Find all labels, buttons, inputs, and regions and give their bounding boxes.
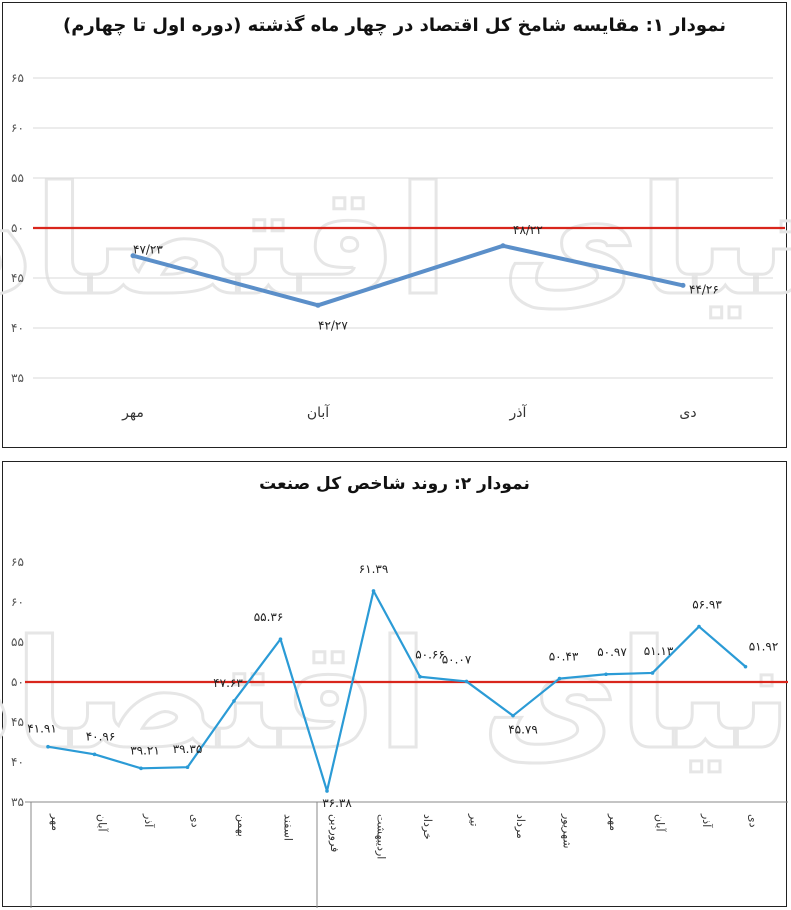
data-point: [139, 766, 143, 771]
y-tick-label: ۵۵: [11, 171, 24, 185]
x-category-label: اردیبهشت: [375, 814, 388, 859]
data-label: ۶۱.۳۹: [359, 562, 389, 576]
x-category-label: آبان: [96, 814, 110, 832]
data-point: [278, 637, 283, 641]
watermark-text: دنیای اقتصاد: [0, 155, 791, 329]
x-category-label: شهریور: [561, 813, 574, 848]
data-label: ۴۱.۹۱: [27, 722, 57, 736]
data-point: [743, 664, 748, 669]
data-label: ۵۱.۱۳: [644, 644, 674, 658]
data-label: ۵۰.۹۷: [597, 645, 627, 659]
x-category-label: مهر: [121, 405, 144, 421]
data-point: [697, 624, 701, 629]
data-label: ۵۱.۹۲: [749, 640, 779, 654]
x-category-label: بهمن: [235, 814, 248, 837]
y-tick-label: ۶۵: [11, 71, 24, 85]
data-point: [557, 676, 562, 681]
data-point: [46, 744, 50, 749]
x-category-label: آبان: [654, 814, 668, 832]
x-category-label: آبان: [307, 404, 330, 421]
data-label: ۵۰.۶۶: [415, 648, 445, 662]
data-point: [92, 752, 97, 757]
y-tick-label: ۴۵: [11, 715, 24, 729]
y-tick-label: ۵۰: [11, 221, 24, 235]
data-label: ۴۰.۹۶: [86, 729, 116, 743]
data-point: [464, 679, 469, 684]
chart-2-svg: دنیای اقتصاد ۳۵ ۴۰ ۴۵ ۵۰ ۵۵ ۶۰ ۶۵ ۴۱.۹۱ ۴۰.۹۶ ۳۹.۲…: [0, 555, 791, 908]
y-tick-label: ۵۰: [11, 675, 24, 689]
y-tick-label: ۳۵: [11, 371, 24, 385]
x-category-label: اسفند: [282, 814, 295, 841]
data-point: [500, 243, 506, 249]
data-label: ۴۷/۲۳: [133, 243, 163, 257]
chart-2-title: نمودار ۲: روند شاخص کل صنعت: [259, 474, 530, 494]
y-tick-label: ۴۵: [11, 271, 24, 285]
x-category-label: فروردین: [328, 814, 341, 852]
chart-2-panel: نمودار ۲: روند شاخص کل صنعت دنیای اقتصاد…: [0, 461, 791, 908]
data-point: [650, 671, 655, 675]
watermark-text: دنیای اقتصاد: [0, 609, 791, 783]
x-category-label: مهر: [607, 813, 620, 831]
data-label: ۴۵.۷۹: [508, 723, 538, 737]
x-category-label: آذر: [142, 813, 156, 828]
x-category-label: مرداد: [514, 814, 527, 839]
data-point: [680, 282, 686, 288]
data-label: ۵۶.۹۳: [692, 598, 722, 612]
data-point: [418, 674, 422, 679]
x-category-label: دی: [747, 814, 760, 828]
x-category-label: آذر: [509, 404, 528, 421]
data-point: [130, 253, 136, 259]
data-label: ۳۶.۳۸: [322, 796, 352, 810]
chart-1-panel: نمودار ۱: مقایسه شامخ کل اقتصاد در چهار …: [0, 2, 791, 448]
data-label: ۳۹.۳۵: [173, 742, 203, 756]
y-tick-label: ۵۵: [11, 635, 24, 649]
data-point: [185, 765, 190, 769]
x-category-label: خرداد: [421, 814, 434, 840]
y-tick-label: ۴۰: [11, 755, 24, 769]
data-point: [604, 672, 608, 677]
data-point: [371, 589, 376, 593]
data-label: ۵۰.۰۷: [442, 652, 472, 666]
y-tick-label: ۶۰: [11, 595, 24, 609]
data-label: ۴۷.۶۳: [213, 676, 243, 690]
y-tick-label: ۴۰: [11, 321, 24, 335]
data-label: ۳۹.۲۱: [130, 743, 160, 757]
data-label: ۴۸/۲۲: [513, 223, 543, 237]
y-tick-label: ۶۵: [11, 555, 24, 569]
x-category-label: مهر: [49, 813, 62, 831]
y-tick-label: ۶۰: [11, 121, 24, 135]
data-point: [325, 789, 329, 793]
data-point: [511, 713, 515, 718]
x-category-label: تیر: [468, 813, 481, 826]
x-category-label: دی: [189, 814, 202, 828]
y-tick-label: ۳۵: [11, 795, 24, 809]
chart-1-title: نمودار ۱: مقایسه شامخ کل اقتصاد در چهار …: [62, 15, 727, 36]
x-category-label: دی: [679, 405, 696, 421]
data-label: ۵۵.۳۶: [254, 610, 284, 624]
data-label: ۴۴/۲۶: [689, 282, 719, 296]
data-point: [315, 302, 321, 308]
series-line: [132, 243, 684, 308]
data-label: ۴۲/۲۷: [318, 318, 348, 332]
data-label: ۵۰.۴۳: [549, 650, 579, 664]
series-line: [47, 589, 747, 793]
x-category-label: آذر: [700, 813, 714, 828]
data-point: [232, 699, 236, 703]
chart-1-svg: دنیای اقتصاد ۳۵ ۴۰ ۴۵ ۵۰ ۵۵ ۶۰ ۶۵ ۴۷/۲۳ ۴۲/۲۷ ۴۸/۲…: [0, 71, 791, 421]
